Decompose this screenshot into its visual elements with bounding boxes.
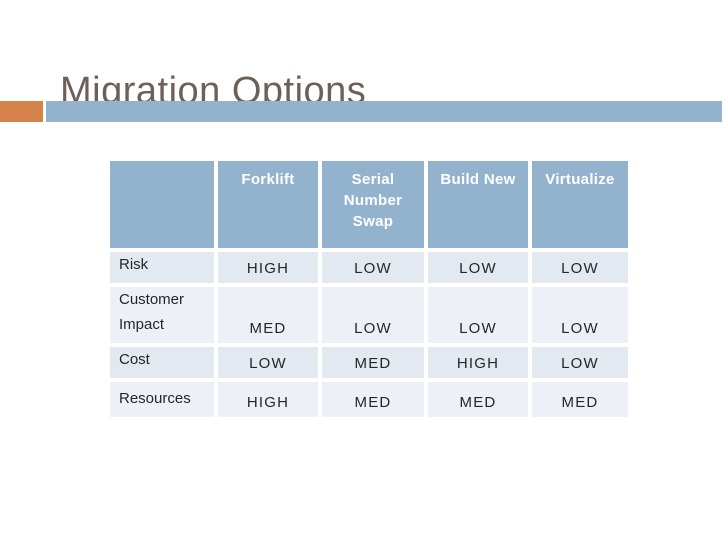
table-cell: MED xyxy=(218,287,318,343)
table-cell: MED xyxy=(322,382,424,417)
table-cell: MED xyxy=(428,382,528,417)
table-cell: LOW xyxy=(532,287,628,343)
comparison-table-container: Forklift Serial Number Swap Build New Vi… xyxy=(106,157,632,421)
row-label: Risk xyxy=(110,252,214,283)
header-cell-serial-number-swap: Serial Number Swap xyxy=(322,161,424,248)
table-cell: MED xyxy=(532,382,628,417)
accent-bar-orange xyxy=(0,101,43,122)
row-label: Cost xyxy=(110,347,214,378)
table-row-resources: Resources HIGH MED MED MED xyxy=(110,382,628,417)
table-row-customer-impact: Customer Impact MED LOW LOW LOW xyxy=(110,287,628,343)
table-row-cost: Cost LOW MED HIGH LOW xyxy=(110,347,628,378)
table-cell: HIGH xyxy=(218,382,318,417)
table-cell: LOW xyxy=(428,287,528,343)
row-label: Resources xyxy=(110,382,214,417)
table-cell: LOW xyxy=(532,347,628,378)
table-cell: LOW xyxy=(322,252,424,283)
table-cell: MED xyxy=(322,347,424,378)
table-cell: LOW xyxy=(428,252,528,283)
table-row-risk: Risk HIGH LOW LOW LOW xyxy=(110,252,628,283)
comparison-table: Forklift Serial Number Swap Build New Vi… xyxy=(106,157,632,421)
header-cell-virtualize: Virtualize xyxy=(532,161,628,248)
header-cell-empty xyxy=(110,161,214,248)
table-cell: HIGH xyxy=(428,347,528,378)
row-label: Customer Impact xyxy=(110,287,214,343)
table-header-row: Forklift Serial Number Swap Build New Vi… xyxy=(110,161,628,248)
header-cell-forklift: Forklift xyxy=(218,161,318,248)
table-cell: LOW xyxy=(322,287,424,343)
header-cell-build-new: Build New xyxy=(428,161,528,248)
table-cell: LOW xyxy=(218,347,318,378)
accent-bar-blue xyxy=(46,101,722,122)
table-cell: HIGH xyxy=(218,252,318,283)
table-cell: LOW xyxy=(532,252,628,283)
